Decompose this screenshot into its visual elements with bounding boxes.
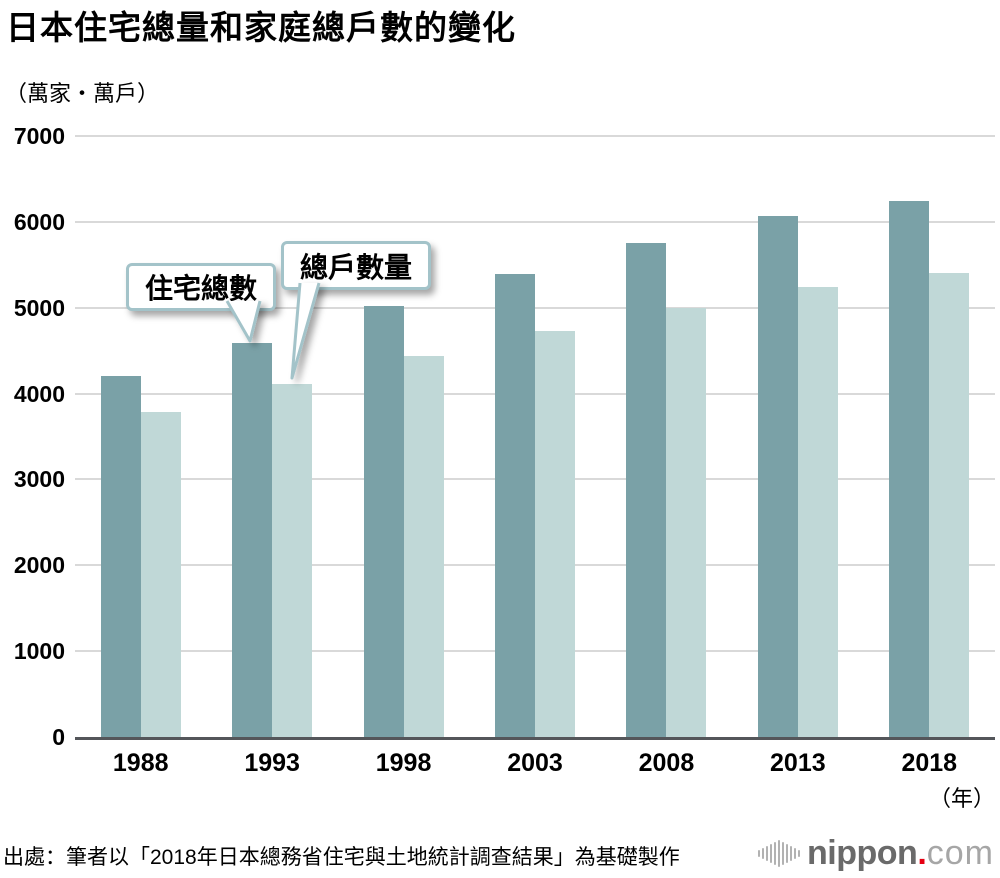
unit-label: （萬家・萬戶） <box>5 81 160 106</box>
bar-住宅總數-2008 <box>626 242 667 737</box>
logo-text: nippon.com <box>807 836 994 870</box>
plot-area <box>75 135 995 740</box>
ytick-label-4000: 4000 <box>13 380 65 407</box>
logo-brand: nippon <box>807 834 918 872</box>
callout-households-label: 總戶數量 <box>300 251 413 283</box>
ytick-label-7000: 7000 <box>13 123 65 149</box>
gridline-5000 <box>75 306 995 309</box>
bar-住宅總數-1993 <box>232 343 273 737</box>
xtick-label-2008: 2008 <box>638 749 695 777</box>
bar-住宅總數-2018 <box>889 201 930 737</box>
nippon-logo: nippon.com <box>758 832 994 874</box>
callout-households: 總戶數量 <box>281 241 432 290</box>
bar-總戶數量-2018 <box>929 273 970 737</box>
logo-mark-icon <box>758 838 801 868</box>
bar-總戶數量-1988 <box>140 412 181 737</box>
chart-title: 日本住宅總量和家庭總戶數的變化 <box>6 9 516 46</box>
bar-住宅總數-2003 <box>495 274 535 737</box>
bar-住宅總數-1988 <box>100 376 141 737</box>
ytick-label-6000: 6000 <box>13 208 65 235</box>
ytick-label-5000: 5000 <box>13 294 65 321</box>
gridline-6000 <box>75 220 995 223</box>
xtick-label-2013: 2013 <box>770 749 826 777</box>
year-suffix-label: （年） <box>928 786 995 811</box>
bar-總戶數量-2013 <box>797 286 838 737</box>
logo-tld: com <box>926 834 994 872</box>
xtick-label-2003: 2003 <box>507 749 563 777</box>
bar-住宅總數-1998 <box>363 305 404 737</box>
bar-住宅總數-2013 <box>757 216 798 737</box>
bar-總戶數量-1993 <box>272 383 313 737</box>
bar-總戶數量-2003 <box>535 331 575 737</box>
xtick-label-1998: 1998 <box>375 749 432 777</box>
xtick-label-1988: 1988 <box>112 749 169 777</box>
ytick-label-3000: 3000 <box>13 466 65 493</box>
bar-總戶數量-2008 <box>666 307 707 737</box>
callout-housing-label: 住宅總數 <box>145 273 258 304</box>
xtick-label-2018: 2018 <box>901 749 958 777</box>
logo-dot: . <box>917 834 927 872</box>
ytick-label-2000: 2000 <box>13 552 65 579</box>
callout-housing: 住宅總數 <box>126 263 277 311</box>
gridline-7000 <box>75 135 995 137</box>
xtick-label-1993: 1993 <box>244 749 300 777</box>
ytick-label-1000: 1000 <box>13 638 65 665</box>
source-text: 出處：筆者以「2018年日本總務省住宅與土地統計調查結果」為基礎製作 <box>3 846 680 869</box>
ytick-label-0: 0 <box>52 724 65 750</box>
bar-總戶數量-1998 <box>403 356 444 737</box>
